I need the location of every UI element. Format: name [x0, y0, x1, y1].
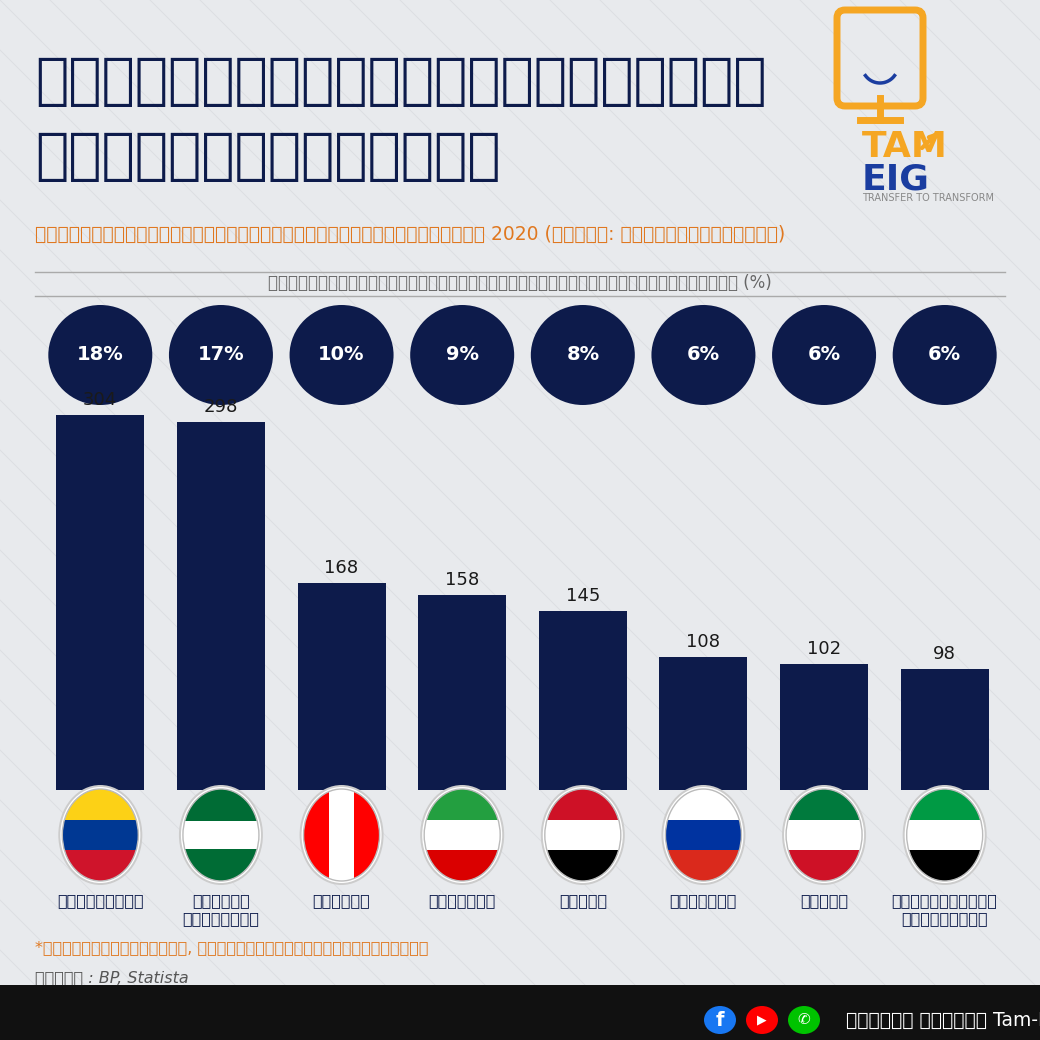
Bar [355, 789, 380, 881]
Ellipse shape [168, 305, 272, 405]
Text: 158: 158 [445, 571, 479, 589]
Text: รัสเซีย: รัสเซีย [670, 893, 737, 908]
Ellipse shape [420, 785, 504, 885]
Text: f: f [716, 1011, 724, 1030]
Bar [545, 851, 621, 881]
Text: 108: 108 [686, 632, 721, 651]
Text: 145: 145 [566, 588, 600, 605]
Bar [304, 789, 329, 881]
Ellipse shape [704, 1006, 736, 1034]
Ellipse shape [58, 785, 142, 885]
Ellipse shape [746, 1006, 778, 1034]
Bar [424, 851, 500, 881]
Bar [907, 820, 983, 851]
Ellipse shape [300, 785, 384, 885]
Bar [329, 789, 355, 881]
Bar [56, 415, 145, 790]
Text: ▶: ▶ [757, 1014, 766, 1026]
Bar [183, 789, 259, 822]
Ellipse shape [179, 785, 263, 885]
Ellipse shape [892, 305, 996, 405]
Text: 6%: 6% [807, 345, 840, 364]
Ellipse shape [181, 787, 261, 883]
Bar [62, 789, 138, 820]
Bar [901, 669, 989, 790]
Text: อิรัก: อิรัก [558, 893, 607, 908]
Text: TRANSFER TO TRANSFORM: TRANSFER TO TRANSFORM [862, 193, 994, 203]
Text: 9%: 9% [446, 345, 478, 364]
Text: 304: 304 [83, 391, 118, 409]
Text: มากที่สุดในโลก: มากที่สุดในโลก [35, 130, 500, 184]
Text: ที่มา : BP, Statista: ที่มา : BP, Statista [35, 970, 188, 985]
Bar [786, 851, 862, 881]
Text: อิหร่าน: อิหร่าน [428, 893, 496, 908]
Ellipse shape [661, 785, 746, 885]
Text: TAM: TAM [862, 130, 947, 164]
Bar [907, 851, 983, 881]
Ellipse shape [664, 787, 744, 883]
Text: 298: 298 [204, 398, 238, 416]
Bar [907, 789, 983, 820]
Text: แคนาดา: แคนาดา [313, 893, 370, 908]
Bar [424, 820, 500, 851]
Text: 6%: 6% [686, 345, 720, 364]
Bar [539, 612, 627, 790]
Text: 168: 168 [324, 558, 359, 577]
FancyBboxPatch shape [0, 985, 1040, 1040]
Text: ถามอีก กับอีก Tam-Eig: ถามอีก กับอีก Tam-Eig [846, 1011, 1040, 1030]
Bar [786, 820, 862, 851]
Bar [297, 582, 386, 790]
Bar [666, 789, 742, 820]
Bar [666, 820, 742, 851]
Ellipse shape [788, 1006, 820, 1034]
Ellipse shape [422, 787, 502, 883]
Text: เวนซุเอลา: เวนซุเอลา [57, 893, 144, 908]
Bar [62, 851, 138, 881]
Text: คูเวต: คูเวต [800, 893, 849, 908]
Text: 102: 102 [807, 641, 841, 658]
Ellipse shape [782, 785, 866, 885]
Text: สหรัฐอาหรับ
เอมิเรสต์: สหรัฐอาหรับ เอมิเรสต์ [891, 893, 997, 927]
Ellipse shape [543, 787, 623, 883]
Ellipse shape [541, 785, 625, 885]
Text: 98: 98 [933, 645, 956, 664]
Ellipse shape [905, 787, 985, 883]
Ellipse shape [530, 305, 634, 405]
Text: ซาอุดี
อาระเบีย: ซาอุดี อาระเบีย [182, 893, 259, 927]
Bar [177, 422, 265, 790]
Text: ประเทศที่มีน้ำมันสำรอง: ประเทศที่มีน้ำมันสำรอง [35, 55, 766, 109]
Bar [545, 820, 621, 851]
Text: ✆: ✆ [798, 1013, 810, 1028]
Ellipse shape [772, 305, 876, 405]
Bar [183, 849, 259, 881]
Bar [545, 789, 621, 820]
Ellipse shape [60, 787, 140, 883]
Ellipse shape [903, 785, 987, 885]
Ellipse shape [410, 305, 514, 405]
Bar [183, 822, 259, 849]
Text: EIG: EIG [862, 162, 930, 196]
Bar [780, 665, 868, 790]
Bar [62, 820, 138, 851]
Text: รายชื่อประเทศที่มีน้ำมันสำรองมากที่สุดปี 2020 (หน่วย: พันล้านบาร์เรล): รายชื่อประเทศที่มีน้ำมันสำรองมากที่สุดปี… [35, 225, 785, 244]
Bar [418, 595, 506, 790]
Text: 18%: 18% [77, 345, 124, 364]
Bar [424, 789, 500, 820]
Ellipse shape [48, 305, 152, 405]
Text: สัดส่วนของปริมาณน้ำมันสำรองเมื่อเทียบกับทั้งโลก (%): สัดส่วนของปริมาณน้ำมันสำรองเมื่อเทียบกับ… [268, 274, 772, 292]
Bar [659, 657, 748, 790]
Ellipse shape [651, 305, 755, 405]
Ellipse shape [784, 787, 864, 883]
Text: 10%: 10% [318, 345, 365, 364]
Ellipse shape [289, 305, 393, 405]
Bar [666, 851, 742, 881]
Text: *รวมไปถึงก๊าซผสม, ก๊าซธรรมชาติและน้ำมันดิบ: *รวมไปถึงก๊าซผสม, ก๊าซธรรมชาติและน้ำมันด… [35, 940, 428, 955]
Bar [786, 789, 862, 820]
Text: 8%: 8% [566, 345, 599, 364]
Text: 6%: 6% [928, 345, 961, 364]
Text: 17%: 17% [198, 345, 244, 364]
Ellipse shape [302, 787, 382, 883]
